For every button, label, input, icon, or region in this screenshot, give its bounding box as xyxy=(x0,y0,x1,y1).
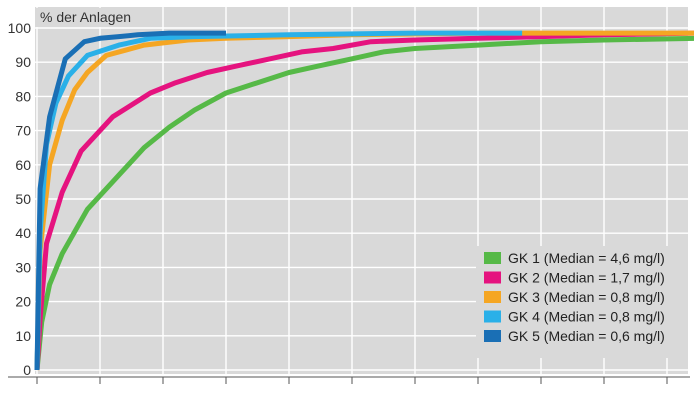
series-line-gk1 xyxy=(34,35,694,371)
legend-entry: GK 5 (Median = 0,6 mg/l) xyxy=(508,328,665,344)
y-tick-label: 90 xyxy=(15,54,31,70)
legend-entry: GK 2 (Median = 1,7 mg/l) xyxy=(508,270,665,286)
legend-swatch xyxy=(484,310,501,323)
y-tick-label: 60 xyxy=(15,157,31,173)
chart-title: % der Anlagen xyxy=(40,9,131,25)
series-line-gk5 xyxy=(34,30,226,371)
legend-entry: GK 1 (Median = 4,6 mg/l) xyxy=(508,250,665,266)
y-tick-label: 70 xyxy=(15,123,31,139)
legend: GK 1 (Median = 4,6 mg/l) GK 2 (Median = 1… xyxy=(476,246,688,358)
y-tick-label: 80 xyxy=(15,88,31,104)
legend-entry: GK 3 (Median = 0,8 mg/l) xyxy=(508,289,665,305)
y-axis: 0 10 20 30 40 50 60 70 80 90 100 xyxy=(8,20,32,378)
legend-entry: GK 4 (Median = 0,8 mg/l) xyxy=(508,309,665,325)
series-group xyxy=(34,30,694,371)
y-tick-label: 0 xyxy=(23,362,31,378)
title-background xyxy=(35,8,153,27)
y-tick-label: 100 xyxy=(8,20,32,36)
legend-swatch xyxy=(484,291,501,303)
legend-swatch xyxy=(484,330,501,342)
legend-swatch xyxy=(484,252,501,264)
x-axis xyxy=(8,376,690,384)
y-tick-label: 10 xyxy=(15,328,31,344)
y-tick-label: 40 xyxy=(15,225,31,241)
y-tick-label: 50 xyxy=(15,191,31,207)
legend-background xyxy=(476,246,688,358)
y-tick-label: 20 xyxy=(15,294,31,310)
y-tick-label: 30 xyxy=(15,259,31,275)
legend-swatch xyxy=(484,271,501,284)
series-line-gk2 xyxy=(34,30,694,371)
